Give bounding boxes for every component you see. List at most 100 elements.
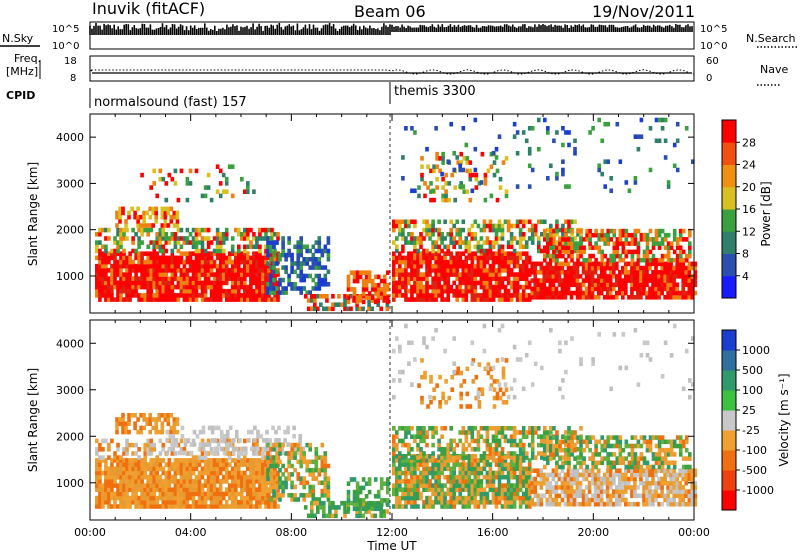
heatmap-cell — [212, 236, 217, 241]
heatmap-cell — [140, 487, 144, 492]
heatmap-cell — [270, 466, 274, 472]
heatmap-cell — [474, 185, 479, 190]
heatmap-cell — [179, 276, 184, 281]
heatmap-cell — [320, 282, 325, 287]
heatmap-cell — [299, 244, 304, 250]
heatmap-cell — [293, 261, 297, 266]
heatmap-cell — [176, 197, 181, 203]
heatmap-cell — [473, 146, 478, 152]
heatmap-cell — [137, 280, 141, 286]
heatmap-cell — [261, 297, 265, 302]
heatmap-cell — [224, 255, 229, 261]
heatmap-cell — [567, 142, 571, 148]
heatmap-cell — [657, 286, 661, 292]
heatmap-cell — [660, 117, 665, 123]
heatmap-cell — [107, 479, 111, 484]
heatmap-cell — [146, 288, 151, 294]
heatmap-cell — [328, 505, 332, 510]
heatmap-cell — [134, 284, 138, 290]
heatmap-cell — [567, 184, 571, 189]
heatmap-cell — [518, 232, 523, 237]
heatmap-cell — [669, 278, 673, 283]
heatmap-cell — [633, 295, 637, 300]
heatmap-cell — [521, 276, 526, 281]
heatmap-cell — [494, 491, 499, 497]
heatmap-cell — [476, 268, 481, 273]
heatmap-cell — [290, 451, 294, 456]
heatmap-cell — [470, 491, 475, 497]
heatmap-cell — [491, 470, 496, 476]
heatmap-cell — [651, 290, 655, 296]
heatmap-cell — [200, 251, 205, 256]
heatmap-cell — [143, 447, 148, 452]
heatmap-cell — [265, 429, 269, 435]
heatmap-cell — [672, 286, 677, 292]
heatmap-cell — [308, 467, 313, 473]
heatmap-cell — [651, 237, 656, 242]
heatmap-cell — [261, 284, 265, 290]
heatmap-cell — [669, 295, 673, 300]
heatmap-cell — [440, 240, 444, 245]
heatmap-cell — [491, 288, 496, 294]
heatmap-cell — [240, 280, 244, 286]
heatmap-cell — [349, 294, 353, 299]
heatmap-cell — [461, 487, 466, 492]
heatmap-cell — [323, 472, 328, 477]
heatmap-cell — [434, 483, 438, 488]
heatmap-cell — [173, 268, 178, 273]
heatmap-cell — [467, 426, 472, 431]
heatmap-cell — [654, 228, 659, 234]
heatmap-cell — [621, 241, 626, 246]
heatmap-cell — [636, 274, 640, 279]
heatmap-cell — [464, 259, 469, 265]
heatmap-cell — [536, 270, 541, 275]
heatmap-cell — [98, 227, 102, 233]
heatmap-cell — [503, 500, 508, 505]
heatmap-cell — [185, 491, 190, 497]
heatmap-cell — [518, 227, 523, 233]
heatmap-cell — [176, 462, 181, 467]
heatmap-cell — [495, 168, 500, 174]
heatmap-cell — [116, 474, 120, 480]
heatmap-cell — [492, 172, 497, 178]
heatmap-cell — [246, 259, 250, 265]
heatmap-cell — [413, 434, 417, 439]
heatmap-cell — [269, 277, 273, 283]
heatmap-cell — [452, 491, 457, 497]
heatmap-cell — [107, 268, 111, 273]
heatmap-cell — [554, 278, 559, 283]
heatmap-cell — [443, 219, 447, 225]
heatmap-cell — [110, 268, 114, 273]
heatmap-cell — [621, 228, 626, 234]
heatmap-cell — [373, 502, 378, 507]
heatmap-cell — [642, 237, 647, 242]
heatmap-cell — [243, 474, 247, 480]
heatmap-cell — [194, 462, 199, 467]
heatmap-cell — [530, 126, 535, 131]
heatmap-cell — [311, 497, 316, 502]
heatmap-cell — [273, 470, 277, 476]
heatmap-cell — [476, 434, 481, 439]
heatmap-cell — [197, 462, 202, 467]
heatmap-cell — [167, 500, 172, 505]
heatmap-cell — [296, 447, 301, 452]
heatmap-cell — [323, 244, 328, 250]
heatmap-cell — [560, 290, 565, 296]
heatmap-cell — [258, 259, 262, 265]
heatmap-cell — [497, 491, 502, 497]
heatmap-cell — [506, 227, 511, 233]
heatmap-cell — [276, 232, 280, 237]
heatmap-cell — [252, 466, 256, 472]
heatmap-cell — [428, 259, 432, 265]
heatmap-cell — [488, 227, 493, 233]
heatmap-cell — [482, 438, 487, 444]
heatmap-cell — [170, 251, 175, 256]
heatmap-cell — [657, 257, 662, 263]
heatmap-cell — [206, 470, 211, 476]
heatmap-cell — [443, 272, 447, 277]
heatmap-cell — [608, 278, 613, 283]
heatmap-cell — [265, 446, 269, 452]
heatmap-cell — [470, 426, 475, 431]
heatmap-cell — [278, 467, 282, 473]
heatmap-cell — [630, 286, 634, 292]
